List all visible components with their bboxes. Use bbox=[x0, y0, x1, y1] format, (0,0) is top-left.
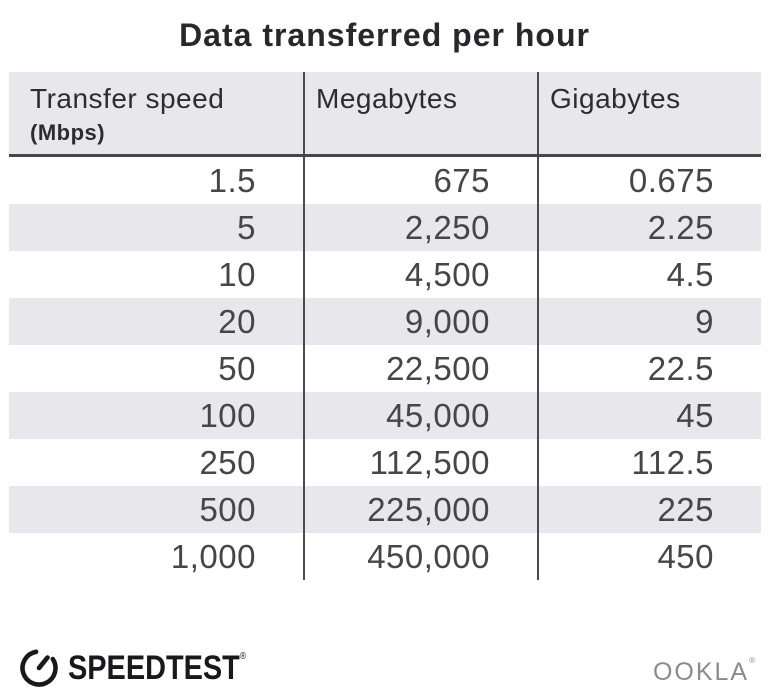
ookla-wordmark: OOKLA® bbox=[652, 656, 757, 687]
cell-gigabytes: 45 bbox=[537, 392, 761, 439]
table-row: 50 22,500 22.5 bbox=[9, 345, 761, 392]
header-label: Transfer speed bbox=[30, 83, 225, 114]
cell-gigabytes: 22.5 bbox=[537, 345, 761, 392]
ookla-label: OOKLA bbox=[652, 658, 750, 686]
table-row: 5 2,250 2.25 bbox=[9, 204, 761, 251]
cell-gigabytes: 112.5 bbox=[537, 439, 761, 486]
cell-gigabytes: 2.25 bbox=[537, 204, 761, 251]
cell-megabytes: 2,250 bbox=[303, 204, 537, 251]
cell-gigabytes: 225 bbox=[537, 486, 761, 533]
table-row: 250 112,500 112.5 bbox=[9, 439, 761, 486]
cell-megabytes: 9,000 bbox=[303, 298, 537, 345]
table-row: 1.5 675 0.675 bbox=[9, 157, 761, 204]
cell-transfer-speed: 1.5 bbox=[208, 162, 256, 199]
cell-transfer-speed: 250 bbox=[199, 444, 256, 481]
footer: SPEEDTEST® OOKLA® bbox=[0, 644, 769, 698]
speedtest-wordmark: SPEEDTEST® bbox=[68, 649, 246, 688]
header-sublabel-mbps: (Mbps) bbox=[30, 120, 106, 145]
header-transfer-speed: Transfer speed (Mbps) bbox=[9, 72, 303, 154]
speedtest-label: SPEEDTEST bbox=[68, 648, 240, 687]
speedometer-gauge-icon bbox=[20, 649, 58, 687]
cell-megabytes: 112,500 bbox=[303, 439, 537, 486]
header-gigabytes: Gigabytes bbox=[537, 72, 761, 154]
cell-transfer-speed: 20 bbox=[218, 303, 256, 340]
cell-transfer-speed: 50 bbox=[218, 350, 256, 387]
table-row: 500 225,000 225 bbox=[9, 486, 761, 533]
cell-transfer-speed: 1,000 bbox=[170, 538, 256, 575]
table-header-row: Transfer speed (Mbps) Megabytes Gigabyte… bbox=[9, 72, 761, 157]
speedtest-logo: SPEEDTEST® bbox=[17, 646, 278, 690]
cell-transfer-speed: 100 bbox=[199, 397, 256, 434]
cell-megabytes: 22,500 bbox=[303, 345, 537, 392]
table-row: 100 45,000 45 bbox=[9, 392, 761, 439]
cell-transfer-speed: 10 bbox=[218, 256, 256, 293]
cell-transfer-speed: 500 bbox=[199, 491, 256, 528]
cell-gigabytes: 450 bbox=[537, 533, 761, 580]
cell-megabytes: 4,500 bbox=[303, 251, 537, 298]
table-row: 10 4,500 4.5 bbox=[9, 251, 761, 298]
header-label: Megabytes bbox=[316, 83, 458, 114]
cell-transfer-speed: 5 bbox=[237, 209, 256, 246]
header-label: Gigabytes bbox=[550, 83, 681, 114]
table-row: 20 9,000 9 bbox=[9, 298, 761, 345]
cell-gigabytes: 9 bbox=[537, 298, 761, 345]
data-table: Transfer speed (Mbps) Megabytes Gigabyte… bbox=[9, 72, 761, 580]
cell-megabytes: 45,000 bbox=[303, 392, 537, 439]
cell-megabytes: 450,000 bbox=[303, 533, 537, 580]
cell-megabytes: 675 bbox=[303, 157, 537, 204]
cell-gigabytes: 0.675 bbox=[537, 157, 761, 204]
registered-mark: ® bbox=[239, 650, 247, 662]
header-megabytes: Megabytes bbox=[303, 72, 537, 154]
registered-mark: ® bbox=[749, 656, 757, 665]
table-row: 1,000 450,000 450 bbox=[9, 533, 761, 580]
cell-gigabytes: 4.5 bbox=[537, 251, 761, 298]
page-title: Data transferred per hour bbox=[179, 17, 590, 53]
cell-megabytes: 225,000 bbox=[303, 486, 537, 533]
